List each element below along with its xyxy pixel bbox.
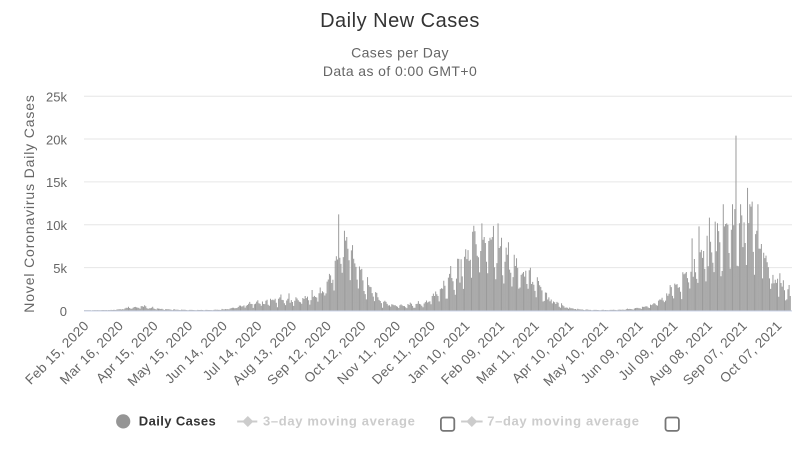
svg-text:10k: 10k — [46, 218, 67, 233]
svg-text:7–day moving average: 7–day moving average — [487, 414, 639, 429]
svg-text:Daily New Cases: Daily New Cases — [320, 10, 480, 32]
svg-text:3–day moving average: 3–day moving average — [263, 414, 415, 429]
svg-text:20k: 20k — [46, 132, 67, 147]
svg-text:0: 0 — [60, 304, 67, 319]
svg-text:25k: 25k — [46, 90, 67, 105]
svg-text:Novel Coronavirus Daily Cases: Novel Coronavirus Daily Cases — [21, 94, 37, 312]
svg-text:Cases per Day: Cases per Day — [351, 45, 449, 61]
svg-text:5k: 5k — [53, 261, 67, 276]
svg-text:15k: 15k — [46, 175, 67, 190]
svg-text:Data as of 0:00 GMT+0: Data as of 0:00 GMT+0 — [323, 63, 477, 79]
svg-text:Daily Cases: Daily Cases — [139, 414, 216, 429]
